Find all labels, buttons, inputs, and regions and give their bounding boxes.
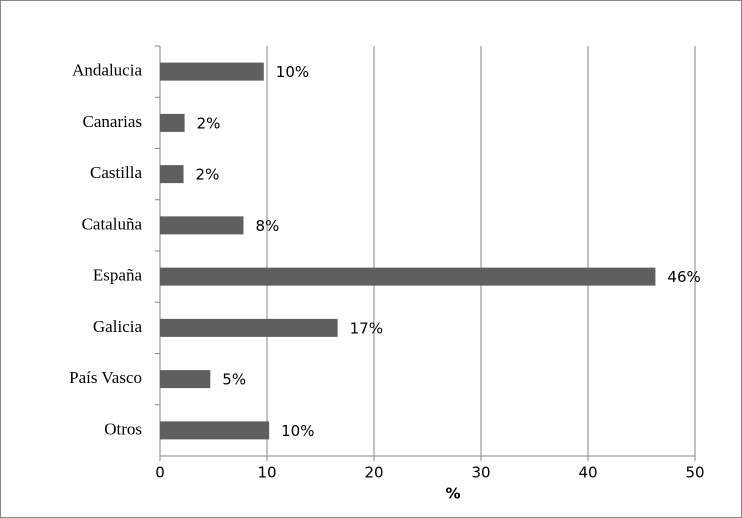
value-label: 2% — [197, 114, 221, 132]
value-label: 5% — [222, 371, 246, 389]
bar — [160, 421, 270, 440]
y-tick-label: Andalucia — [72, 61, 142, 80]
bar — [160, 318, 338, 337]
x-tick-label: 30 — [471, 464, 490, 482]
value-label: 17% — [350, 319, 383, 337]
x-tick-label: 40 — [578, 464, 597, 482]
bar — [160, 267, 656, 286]
value-label: 46% — [667, 268, 700, 286]
y-tick-label: Otros — [104, 419, 142, 438]
x-tick-label: 50 — [685, 464, 704, 482]
bar — [160, 165, 184, 184]
value-label: 8% — [255, 217, 279, 235]
bar — [160, 113, 185, 132]
bar — [160, 216, 244, 235]
x-tick-label: 0 — [155, 464, 165, 482]
y-tick-label: Cataluña — [82, 214, 143, 233]
value-label: 10% — [281, 422, 314, 440]
y-tick-label: Galicia — [93, 317, 143, 336]
bar — [160, 370, 211, 389]
x-tick-label: 10 — [257, 464, 276, 482]
y-tick-label: Canarias — [83, 112, 142, 131]
x-axis-label: % — [445, 485, 460, 503]
y-tick-label: País Vasco — [69, 368, 142, 387]
x-tick-label: 20 — [364, 464, 383, 482]
value-label: 2% — [196, 166, 220, 184]
y-tick-label: España — [93, 266, 143, 285]
value-label: 10% — [276, 63, 309, 81]
y-tick-label: Castilla — [90, 163, 142, 182]
bar — [160, 62, 264, 81]
